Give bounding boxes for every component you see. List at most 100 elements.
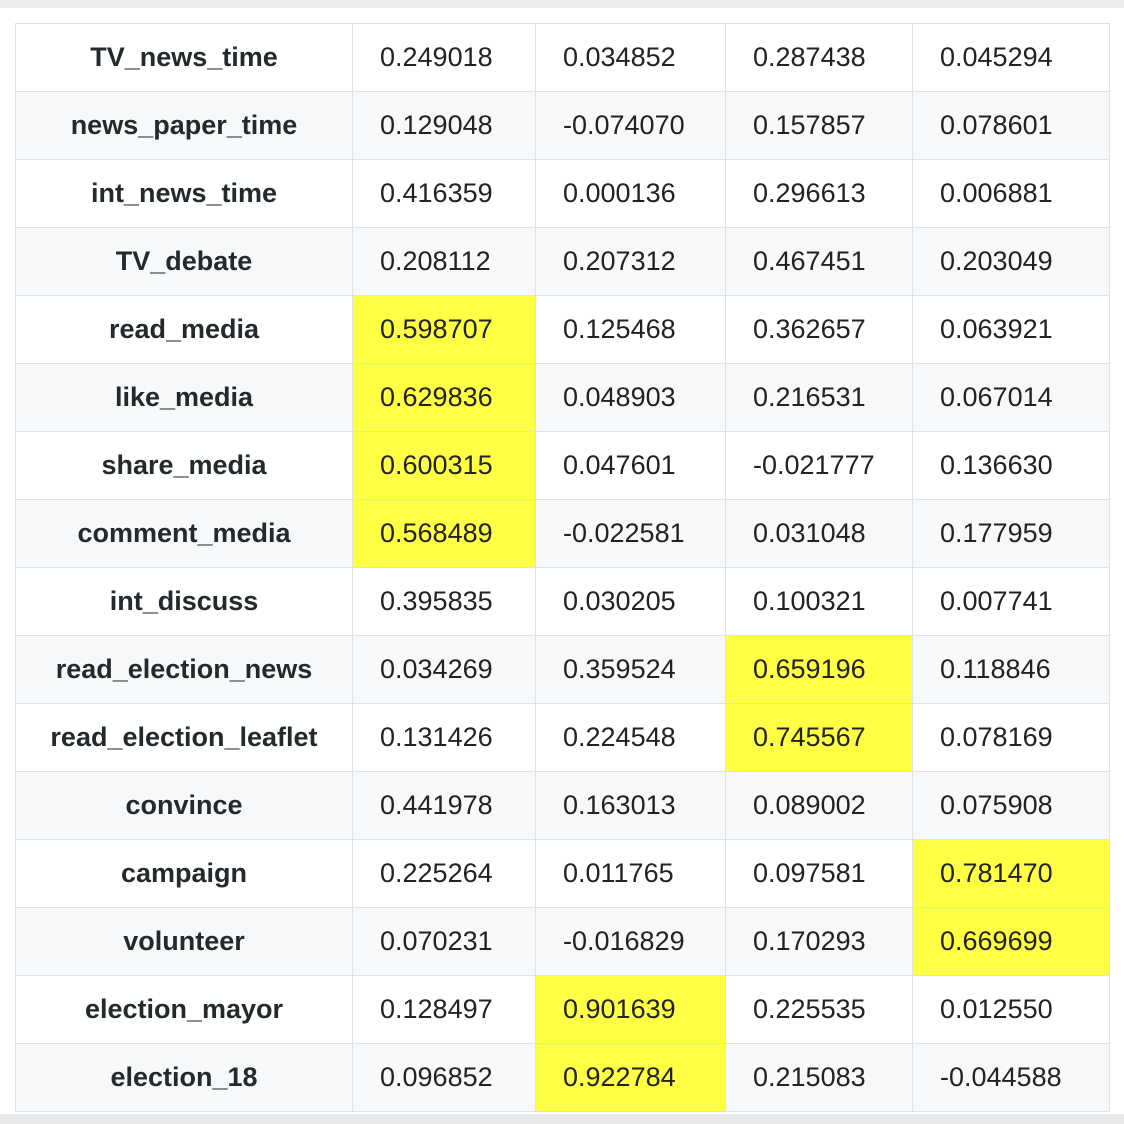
- table-cell: 0.034269: [352, 635, 536, 704]
- table-cell: 0.170293: [725, 907, 913, 976]
- table-row: like_media 0.629836 0.048903 0.216531 0.0670…: [15, 363, 1110, 432]
- highlighted-cell: 0.781470: [912, 839, 1110, 908]
- table-cell: 0.225264: [352, 839, 536, 908]
- row-label: election_mayor: [15, 975, 353, 1044]
- table-cell: 0.067014: [912, 363, 1110, 432]
- table-cell: 0.224548: [535, 703, 726, 772]
- table-cell: 0.207312: [535, 227, 726, 296]
- table-cell: 0.131426: [352, 703, 536, 772]
- table-row: read_election_news 0.034269 0.359524 0.6591…: [15, 635, 1110, 704]
- highlighted-cell: 0.669699: [912, 907, 1110, 976]
- table-cell: 0.047601: [535, 431, 726, 500]
- table-cell: 0.359524: [535, 635, 726, 704]
- table-cell: 0.203049: [912, 227, 1110, 296]
- row-label: int_news_time: [15, 159, 353, 228]
- table-cell: 0.031048: [725, 499, 913, 568]
- table-cell: 0.395835: [352, 567, 536, 636]
- table-row: int_discuss 0.395835 0.030205 0.100321 0.007…: [15, 567, 1110, 636]
- table-cell: 0.063921: [912, 295, 1110, 364]
- table-cell: -0.074070: [535, 91, 726, 160]
- table-cell: 0.034852: [535, 23, 726, 92]
- table-row: volunteer 0.070231 -0.016829 0.170293 0.6696…: [15, 907, 1110, 976]
- table-cell: 0.249018: [352, 23, 536, 92]
- table-cell: 0.078169: [912, 703, 1110, 772]
- row-label: TV_debate: [15, 227, 353, 296]
- table-cell: -0.016829: [535, 907, 726, 976]
- highlighted-cell: 0.745567: [725, 703, 913, 772]
- table-cell: 0.157857: [725, 91, 913, 160]
- row-label: like_media: [15, 363, 353, 432]
- table-cell: 0.006881: [912, 159, 1110, 228]
- table-container: TV_news_time 0.249018 0.034852 0.287438 0.04…: [15, 23, 1110, 1112]
- highlighted-cell: 0.901639: [535, 975, 726, 1044]
- table-cell: 0.416359: [352, 159, 536, 228]
- row-label: news_paper_time: [15, 91, 353, 160]
- table-cell: 0.136630: [912, 431, 1110, 500]
- row-label: int_discuss: [15, 567, 353, 636]
- highlighted-cell: 0.598707: [352, 295, 536, 364]
- table-cell: 0.011765: [535, 839, 726, 908]
- table-cell: 0.225535: [725, 975, 913, 1044]
- table-cell: 0.287438: [725, 23, 913, 92]
- highlighted-cell: 0.922784: [535, 1043, 726, 1112]
- highlighted-cell: 0.600315: [352, 431, 536, 500]
- table-row: comment_media 0.568489 -0.022581 0.031048 0.…: [15, 499, 1110, 568]
- row-label: election_18: [15, 1043, 353, 1112]
- table-row: TV_debate 0.208112 0.207312 0.467451 0.20304…: [15, 227, 1110, 296]
- table-row: read_media 0.598707 0.125468 0.362657 0.0639…: [15, 295, 1110, 364]
- table-cell: 0.467451: [725, 227, 913, 296]
- table-body: TV_news_time 0.249018 0.034852 0.287438 0.04…: [15, 23, 1110, 1112]
- table-cell: -0.044588: [912, 1043, 1110, 1112]
- table-cell: 0.007741: [912, 567, 1110, 636]
- table-row: TV_news_time 0.249018 0.034852 0.287438 0.04…: [15, 23, 1110, 92]
- loadings-table: TV_news_time 0.249018 0.034852 0.287438 0.04…: [15, 23, 1110, 1112]
- table-row: election_18 0.096852 0.922784 0.215083 -0.04…: [15, 1043, 1110, 1112]
- table-cell: 0.296613: [725, 159, 913, 228]
- row-label: read_election_leaflet: [15, 703, 353, 772]
- table-cell: 0.177959: [912, 499, 1110, 568]
- table-cell: 0.096852: [352, 1043, 536, 1112]
- table-cell: 0.089002: [725, 771, 913, 840]
- table-cell: 0.163013: [535, 771, 726, 840]
- table-cell: 0.070231: [352, 907, 536, 976]
- table-cell: 0.012550: [912, 975, 1110, 1044]
- table-cell: 0.129048: [352, 91, 536, 160]
- row-label: convince: [15, 771, 353, 840]
- table-cell: 0.000136: [535, 159, 726, 228]
- table-cell: 0.216531: [725, 363, 913, 432]
- table-cell: 0.097581: [725, 839, 913, 908]
- table-cell: 0.100321: [725, 567, 913, 636]
- table-row: int_news_time 0.416359 0.000136 0.296613 0.0…: [15, 159, 1110, 228]
- table-row: news_paper_time 0.129048 -0.074070 0.157857…: [15, 91, 1110, 160]
- row-label: volunteer: [15, 907, 353, 976]
- row-label: campaign: [15, 839, 353, 908]
- table-row: election_mayor 0.128497 0.901639 0.225535 0.…: [15, 975, 1110, 1044]
- table-cell: 0.208112: [352, 227, 536, 296]
- table-row: campaign 0.225264 0.011765 0.097581 0.781470: [15, 839, 1110, 908]
- table-cell: 0.030205: [535, 567, 726, 636]
- highlighted-cell: 0.629836: [352, 363, 536, 432]
- table-cell: 0.362657: [725, 295, 913, 364]
- highlighted-cell: 0.568489: [352, 499, 536, 568]
- table-cell: 0.215083: [725, 1043, 913, 1112]
- row-label: TV_news_time: [15, 23, 353, 92]
- row-label: comment_media: [15, 499, 353, 568]
- table-cell: 0.125468: [535, 295, 726, 364]
- table-cell: 0.118846: [912, 635, 1110, 704]
- table-cell: 0.441978: [352, 771, 536, 840]
- row-label: read_media: [15, 295, 353, 364]
- table-cell: 0.048903: [535, 363, 726, 432]
- highlighted-cell: 0.659196: [725, 635, 913, 704]
- table-row: share_media 0.600315 0.047601 -0.021777 0.13…: [15, 431, 1110, 500]
- table-row: read_election_leaflet 0.131426 0.224548 0.7…: [15, 703, 1110, 772]
- table-cell: 0.078601: [912, 91, 1110, 160]
- row-label: share_media: [15, 431, 353, 500]
- table-cell: 0.128497: [352, 975, 536, 1044]
- table-cell: 0.045294: [912, 23, 1110, 92]
- row-label: read_election_news: [15, 635, 353, 704]
- table-cell: 0.075908: [912, 771, 1110, 840]
- table-cell: -0.022581: [535, 499, 726, 568]
- table-cell: -0.021777: [725, 431, 913, 500]
- table-row: convince 0.441978 0.163013 0.089002 0.075908: [15, 771, 1110, 840]
